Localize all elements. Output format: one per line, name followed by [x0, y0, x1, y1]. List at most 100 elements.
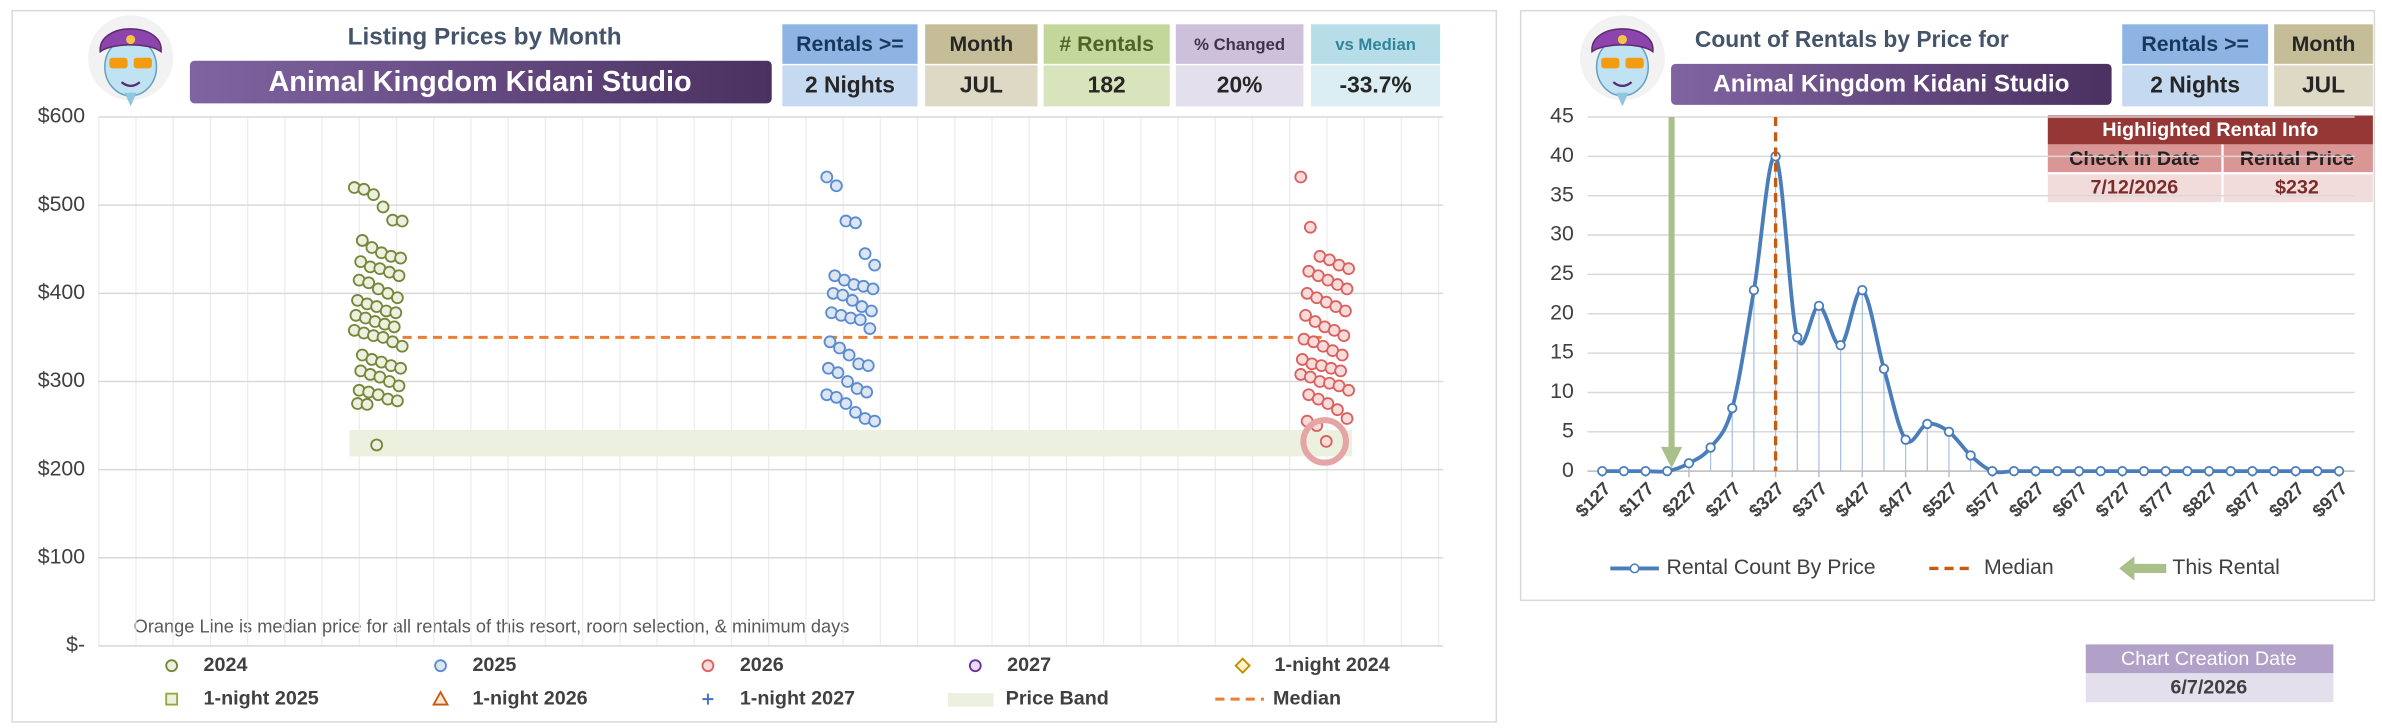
marker: [1323, 253, 1336, 267]
chart-subtitle: Animal Kingdom Kidani Studio: [268, 66, 691, 98]
tile-value: -33.7%: [1339, 72, 1411, 98]
marker: [394, 251, 407, 265]
marker: [355, 234, 369, 247]
tile-value: 2 Nights: [2150, 72, 2240, 98]
legend-label: Price Band: [1006, 687, 1109, 709]
tile-value: 182: [1088, 72, 1126, 98]
marker: [858, 247, 872, 261]
marker: [434, 659, 447, 673]
table-header: Check In Date: [2069, 148, 2200, 170]
point: [2182, 465, 2193, 477]
point: [1900, 434, 1911, 445]
chart-title: Listing Prices by Month: [348, 23, 622, 50]
y-tick-label: 10: [1550, 379, 1574, 403]
legend-label: 2026: [740, 654, 784, 676]
mascot-icon: [1579, 15, 1665, 108]
footer-box: Chart Creation Date 6/7/2026: [2085, 644, 2334, 703]
marker: [1342, 383, 1355, 397]
legend-label: 2024: [204, 654, 248, 676]
y-tick-label: $500: [38, 192, 85, 216]
point: [1618, 465, 1630, 477]
marker: [367, 188, 380, 201]
point: [2117, 465, 2128, 477]
legend-label: Median: [1984, 555, 2054, 579]
marker: [868, 258, 882, 272]
point: [1878, 363, 1890, 375]
tile-header-bg: [925, 24, 1038, 64]
point: [2333, 465, 2345, 477]
point: [1965, 450, 1976, 461]
tile-value: JUL: [2302, 72, 2345, 98]
y-tick-label: 40: [1550, 143, 1574, 167]
legend-label: Rental Count By Price: [1666, 555, 1875, 579]
tile-value-bg: [925, 65, 1038, 107]
marker: [387, 320, 401, 334]
tile-value-bg: [1175, 65, 1304, 107]
point: [2225, 465, 2236, 477]
marker: [1299, 308, 1312, 322]
tile-header-bg: [782, 24, 918, 64]
y-tick-label: $200: [38, 456, 85, 480]
marker: [392, 269, 406, 283]
marker: [395, 214, 409, 228]
point: [1597, 465, 1608, 477]
marker: [865, 304, 878, 318]
marker: [354, 255, 368, 268]
point: [1727, 403, 1738, 414]
tile-header-bg: [1311, 24, 1441, 64]
marker: [357, 182, 371, 196]
marker: [1234, 657, 1251, 674]
marker: [833, 341, 846, 355]
point: [2290, 465, 2301, 477]
annotation: Orange Line is median price for all rent…: [134, 616, 850, 637]
left-panel: [11, 9, 1498, 723]
point: [2160, 465, 2171, 477]
marker: [389, 306, 403, 320]
table-cell: $232: [2275, 177, 2319, 199]
tile-label: % Changed: [1194, 35, 1285, 54]
price-band: [349, 429, 1353, 457]
marker: [820, 170, 834, 184]
marker: [829, 390, 843, 404]
marker: [842, 348, 856, 362]
marker: [861, 359, 875, 372]
marker: [1303, 220, 1317, 234]
point: [2312, 465, 2323, 477]
marker: [968, 659, 982, 673]
y-tick-label: 30: [1550, 222, 1574, 246]
legend-swatch: [2119, 556, 2167, 581]
marker: [432, 690, 450, 706]
arrow-head: [1660, 446, 1683, 469]
footer-value: 6/7/2026: [2170, 677, 2247, 699]
legend-label: This Rental: [2172, 555, 2280, 579]
subtitle-bar: [1671, 63, 2112, 105]
marker: [1335, 348, 1349, 362]
marker: [1340, 282, 1354, 296]
marker: [845, 293, 859, 307]
tile-label: Month: [2292, 32, 2356, 56]
marker: [1342, 262, 1355, 276]
marker: [868, 414, 882, 428]
legend-label: 1-night 2026: [472, 687, 587, 709]
marker: [1339, 304, 1352, 318]
tile-header-bg: [1175, 24, 1304, 64]
marker: [853, 313, 867, 327]
point: [1792, 332, 1803, 343]
marker: [1308, 315, 1322, 328]
highlight-info-table: Highlighted Rental Info Check In Date Re…: [2047, 115, 2373, 203]
marker: [866, 282, 880, 296]
point: [2138, 465, 2150, 477]
y-tick-label: 15: [1550, 340, 1574, 364]
table-title: Highlighted Rental Info: [2102, 119, 2318, 141]
tile-label: # Rentals: [1059, 32, 1154, 56]
point: [1640, 465, 1651, 477]
legend-label: 2027: [1007, 654, 1051, 676]
tile-value-bg: [2274, 65, 2373, 107]
y-tick-label: 20: [1550, 300, 1574, 324]
subtitle-bar: [189, 60, 772, 104]
marker: [394, 361, 407, 375]
legend-swatch: [1629, 563, 1640, 574]
point: [2030, 465, 2041, 477]
